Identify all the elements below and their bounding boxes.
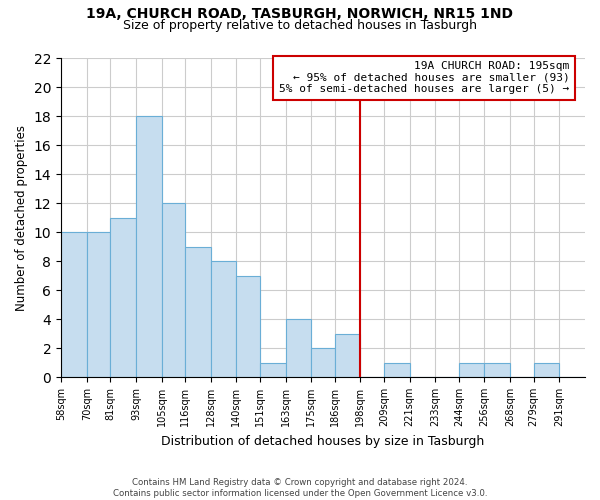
Bar: [459, 362, 484, 377]
Bar: [335, 334, 361, 377]
Text: 19A CHURCH ROAD: 195sqm
← 95% of detached houses are smaller (93)
5% of semi-det: 19A CHURCH ROAD: 195sqm ← 95% of detache…: [279, 61, 569, 94]
Bar: [136, 116, 161, 377]
Text: 19A, CHURCH ROAD, TASBURGH, NORWICH, NR15 1ND: 19A, CHURCH ROAD, TASBURGH, NORWICH, NR1…: [86, 8, 514, 22]
X-axis label: Distribution of detached houses by size in Tasburgh: Distribution of detached houses by size …: [161, 434, 485, 448]
Bar: [286, 319, 311, 377]
Bar: [260, 362, 286, 377]
Bar: [61, 232, 86, 377]
Bar: [533, 362, 559, 377]
Bar: [311, 348, 335, 377]
Bar: [211, 261, 236, 377]
Text: Contains HM Land Registry data © Crown copyright and database right 2024.
Contai: Contains HM Land Registry data © Crown c…: [113, 478, 487, 498]
Y-axis label: Number of detached properties: Number of detached properties: [15, 124, 28, 310]
Bar: [86, 232, 110, 377]
Bar: [185, 246, 211, 377]
Bar: [236, 276, 260, 377]
Bar: [161, 203, 185, 377]
Text: Size of property relative to detached houses in Tasburgh: Size of property relative to detached ho…: [123, 19, 477, 32]
Bar: [110, 218, 136, 377]
Bar: [484, 362, 510, 377]
Bar: [384, 362, 410, 377]
